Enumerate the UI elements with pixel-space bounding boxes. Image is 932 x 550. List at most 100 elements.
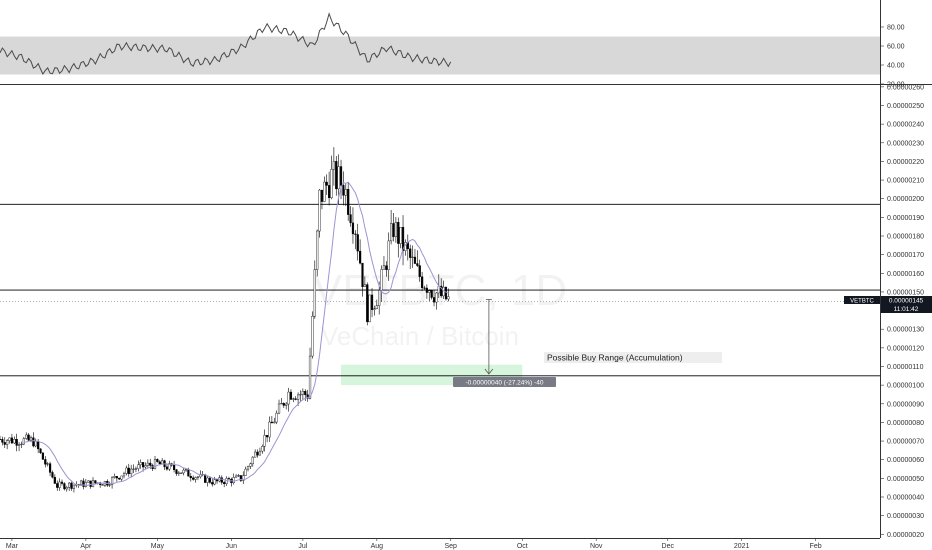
- candle-body: [139, 462, 142, 466]
- rsi-panel: 80.0060.0040.0020.00: [0, 12, 905, 89]
- candle-body: [359, 250, 362, 264]
- candle-body: [132, 468, 135, 470]
- range-label-bg: [544, 352, 722, 363]
- candle-body: [418, 265, 421, 277]
- candle-body: [280, 403, 283, 405]
- candle-body: [339, 166, 343, 186]
- price-tick-label: 0.00000020: [887, 532, 924, 539]
- candle-body: [380, 269, 383, 291]
- price-tick-label: 0.00000110: [887, 364, 924, 371]
- candle-body: [213, 479, 216, 485]
- candle-body: [113, 476, 116, 478]
- price-tick-label: 0.00000190: [887, 215, 924, 222]
- candle-body: [416, 263, 419, 266]
- candle-body: [101, 484, 104, 486]
- candle-body: [299, 394, 302, 396]
- candle-body: [227, 478, 231, 480]
- rsi-axis: 80.0060.0040.0020.00: [880, 25, 905, 89]
- moving-average-line: [23, 181, 449, 487]
- candle-body: [266, 435, 269, 438]
- candle-body: [432, 297, 436, 303]
- candle-body: [378, 290, 381, 306]
- candle-body: [182, 469, 185, 474]
- candle-body: [289, 391, 293, 400]
- time-axis[interactable]: Mar Apr May Jun Jul Aug Sep Oct Nov Dec 2021 Feb: [6, 538, 822, 550]
- candle-body: [118, 477, 121, 480]
- candle-body: [270, 421, 273, 424]
- price-tick-label: 0.00000070: [887, 439, 924, 446]
- horizontal-levels[interactable]: [0, 203, 880, 377]
- candle-body: [385, 265, 388, 270]
- price-tick-label: 0.00000120: [887, 345, 924, 352]
- candle-body: [382, 265, 386, 270]
- candle-body: [285, 403, 288, 406]
- time-tick-label: May: [151, 543, 165, 550]
- range-label[interactable]: Possible Buy Range (Accumulation): [547, 353, 683, 363]
- candle-body: [258, 450, 262, 456]
- measure-label-bg: [453, 377, 556, 387]
- candle-body: [108, 484, 111, 486]
- candle-body: [390, 223, 393, 242]
- countdown-badge: [881, 304, 932, 313]
- candle-body: [301, 391, 304, 395]
- candle-body: [13, 439, 16, 444]
- candles: [0, 147, 450, 493]
- candle-body: [27, 434, 30, 441]
- candle-body: [387, 240, 390, 270]
- candle-body: [15, 439, 18, 446]
- candle-body: [161, 460, 164, 465]
- candle-body: [122, 473, 126, 477]
- candle-body: [304, 391, 307, 395]
- candle-body: [366, 284, 369, 323]
- candle-body: [184, 469, 188, 471]
- candle-body: [68, 482, 71, 488]
- candle-body: [330, 169, 333, 199]
- candle-body: [325, 181, 328, 186]
- candle-body: [180, 472, 183, 474]
- candle-body: [134, 468, 138, 470]
- candle-body: [287, 391, 290, 405]
- price-tick-label: 0.00000130: [887, 327, 924, 334]
- candle-body: [328, 185, 331, 199]
- candle-body: [89, 480, 92, 487]
- candle-body: [277, 403, 281, 414]
- candle-body: [0, 438, 2, 440]
- candle-body: [39, 448, 42, 454]
- watermark-name: VeChain / Bitcoin: [321, 321, 519, 351]
- price-tick-label: 0.00000060: [887, 457, 924, 464]
- candle-body: [44, 459, 47, 465]
- last-price-badge-label: 0.00000145: [889, 297, 924, 304]
- candle-body: [141, 462, 145, 468]
- candle-body: [234, 475, 238, 478]
- countdown-label: 11:01:42: [894, 306, 919, 313]
- rsi-band: [0, 36, 880, 75]
- candle-body: [256, 451, 259, 456]
- price-tick-label: 0.00000260: [887, 84, 924, 91]
- candle-body: [25, 434, 28, 439]
- candle-body: [8, 437, 11, 441]
- candle-body: [282, 403, 285, 406]
- candle-body: [10, 437, 14, 444]
- candle-body: [20, 443, 23, 445]
- price-tick-label: 0.00000230: [887, 140, 924, 147]
- candle-body: [428, 290, 431, 293]
- candle-body: [51, 472, 54, 478]
- candle-body: [421, 276, 424, 289]
- price-axis[interactable]: 0.00000020 0.00000030 0.00000040 0.00000050…: [880, 84, 924, 539]
- candle-body: [192, 477, 195, 480]
- price-tick-label: 0.00000210: [887, 178, 924, 185]
- candle-body: [354, 233, 357, 235]
- candle-body: [17, 444, 21, 446]
- candle-body: [320, 189, 324, 202]
- candle-body: [72, 484, 76, 489]
- time-tick-label: 2021: [734, 543, 750, 550]
- candle-body: [220, 477, 223, 483]
- time-tick-label: Nov: [590, 543, 603, 550]
- candle-body: [297, 394, 300, 400]
- candle-body: [32, 437, 35, 447]
- time-tick-label: Sep: [444, 543, 457, 550]
- candle-body: [115, 476, 118, 479]
- candle-body: [351, 222, 355, 235]
- candle-body: [349, 214, 352, 224]
